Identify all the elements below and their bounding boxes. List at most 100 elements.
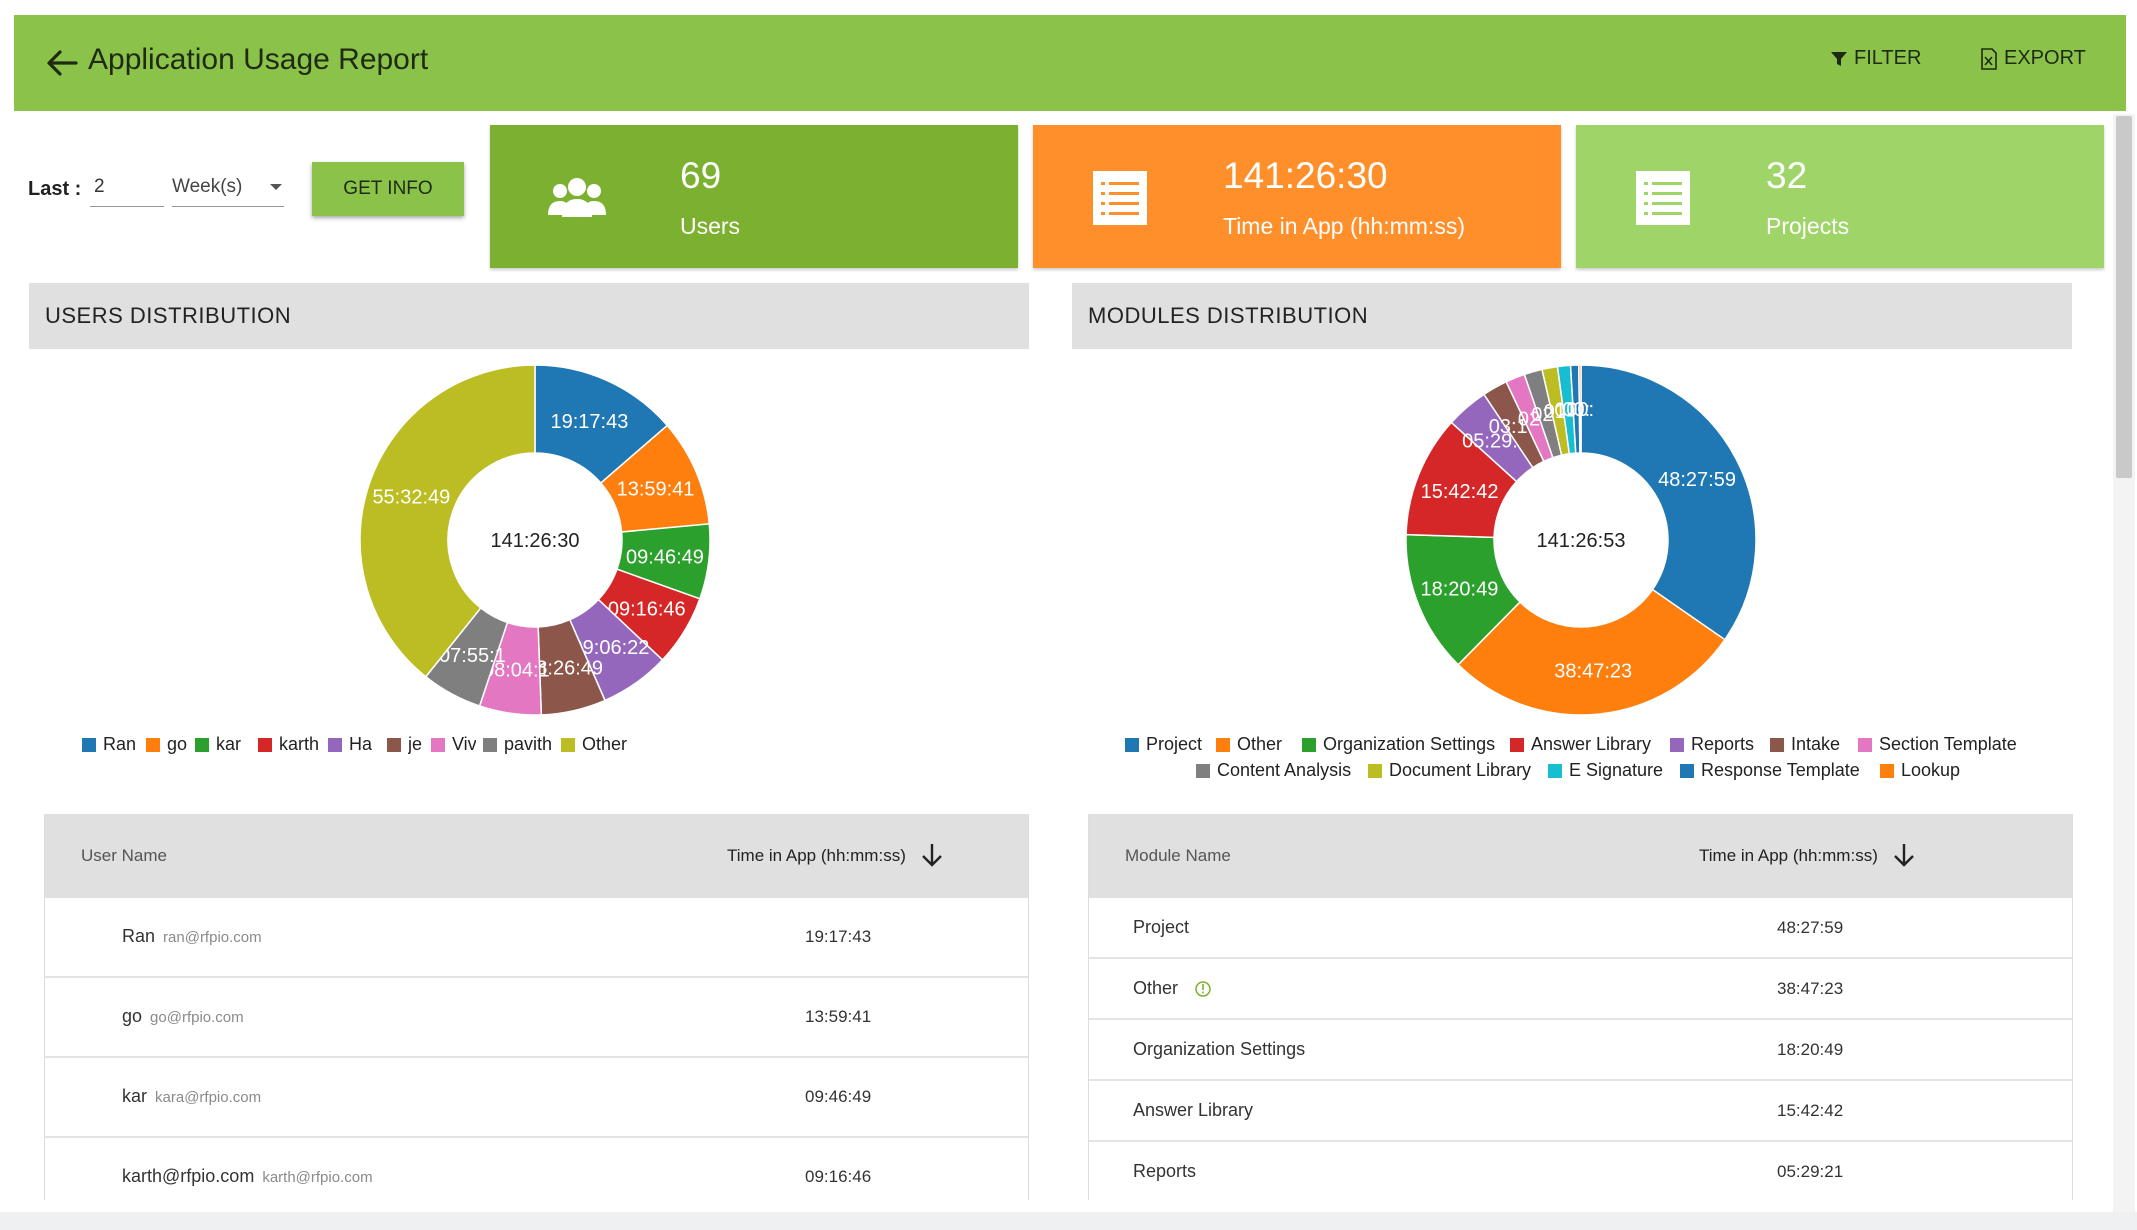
back-arrow-icon[interactable] [42,45,82,81]
legend-item[interactable]: je [387,734,424,755]
legend-label: Project [1146,734,1203,754]
table-row[interactable]: GO go go@rfpio.com 13:59:41 [45,978,1028,1058]
bottom-strip [0,1212,2137,1230]
time-in-app-label: Time in App (hh:mm:ss) [1223,213,1465,239]
legend-item[interactable]: Viv [431,734,476,755]
period-unit-select[interactable]: Week(s) [172,168,284,207]
dropdown-arrow-icon [270,184,282,190]
app-header: Application Usage Report FILTER EXPORT [14,15,2126,111]
legend-swatch [258,737,272,752]
legend-swatch [1510,737,1524,752]
donut-slice[interactable] [359,364,536,678]
legend-item[interactable]: E Signature [1548,760,1663,781]
donut-slice[interactable] [1578,364,1582,454]
modules-table: Module Name Time in App (hh:mm:ss) Proje… [1088,814,2073,1200]
avatar: RG [86,930,108,946]
user-email: karth@rfpio.com [262,1169,373,1186]
list-icon [1093,171,1147,225]
legend-label: Ha [349,734,373,754]
slice-data-label: 13:59:41 [617,479,695,501]
legend-swatch [1670,737,1684,752]
slice-data-label: 55:32:49 [372,487,450,509]
legend-item[interactable]: Ran [82,734,135,755]
legend-item[interactable]: Answer Library [1510,734,1651,755]
sort-desc-arrow-icon[interactable] [917,840,947,870]
legend-item[interactable]: pavith [483,734,552,755]
filter-icon [1831,51,1847,66]
legend-label: Organization Settings [1323,734,1496,754]
legend-item[interactable]: Other [1216,734,1282,755]
table-row[interactable]: Organization Settings 18:20:49 [1089,1020,2072,1081]
legend-swatch [146,737,160,752]
table-row[interactable]: KA karth@rfpio.com karth@rfpio.com 09:16:… [45,1138,1028,1200]
slice-data-label: 48:27:59 [1658,469,1736,491]
user-time: 13:59:41 [805,1007,872,1026]
legend-item[interactable]: Organization Settings [1302,734,1495,755]
user-time-column-header[interactable]: Time in App (hh:mm:ss) [727,846,906,865]
legend-swatch [483,737,497,752]
legend-swatch [1302,737,1316,752]
avatar: KA [86,1090,108,1106]
avatar: KA [86,1170,108,1186]
module-name: Project [1133,917,1190,937]
period-count-input[interactable] [90,168,164,207]
table-row[interactable]: RG Ran ran@rfpio.com 19:17:43 [45,898,1028,978]
export-button[interactable]: EXPORT [1980,47,2086,70]
module-time: 48:27:59 [1777,918,1844,937]
users-icon [548,178,606,217]
slice-data-label: 19:17:43 [551,411,629,433]
legend-item[interactable]: Lookup [1880,760,1960,781]
projects-count: 32 [1766,155,1808,196]
legend-label: Other [582,734,628,754]
legend-item[interactable]: Response Template [1680,760,1860,781]
filter-button[interactable]: FILTER [1830,47,1921,70]
filter-label: FILTER [1854,47,1922,69]
get-info-button[interactable]: GET INFO [312,162,464,216]
legend-item[interactable]: Content Analysis [1196,760,1351,781]
user-name-column-header: User Name [81,846,167,865]
table-row[interactable]: Answer Library 15:42:42 [1089,1081,2072,1142]
legend-label: Ran [103,734,135,754]
legend-item[interactable]: Reports [1670,734,1754,755]
info-icon[interactable] [1194,980,1212,998]
legend-swatch [82,737,96,752]
projects-count-label: Projects [1766,213,1850,239]
donut-slice[interactable] [1580,364,1757,641]
legend-item[interactable]: Document Library [1368,760,1531,781]
legend-item[interactable]: Section Template [1858,734,2017,755]
donut-center-total: 141:26:30 [491,530,580,552]
module-name: Reports [1133,1161,1197,1181]
legend-label: go [167,734,188,754]
legend-item[interactable]: kar [195,734,241,755]
legend-item[interactable]: Intake [1770,734,1840,755]
donut-slice[interactable] [1457,588,1726,716]
legend-swatch [1858,737,1872,752]
legend-item[interactable]: Ha [328,734,372,755]
legend-item[interactable]: Other [561,734,627,755]
users-count-label: Users [680,213,741,239]
last-label: Last : [28,178,82,200]
legend-item[interactable]: Project [1125,734,1202,755]
table-row[interactable]: Reports 05:29:21 [1089,1142,2072,1200]
table-row[interactable]: Project 48:27:59 [1089,898,2072,959]
legend-label: Intake [1791,734,1841,754]
table-row[interactable]: Other 38:47:23 [1089,959,2072,1020]
legend-item[interactable]: go [146,734,187,755]
legend-label: Viv [452,734,476,754]
legend-label: Content Analysis [1217,760,1352,780]
slice-data-label: 18:20:49 [1420,579,1498,601]
slice-data-label: 09:46:49 [626,546,704,568]
table-row[interactable]: KA kar kara@rfpio.com 09:46:49 [45,1058,1028,1138]
module-time-column-header[interactable]: Time in App (hh:mm:ss) [1699,846,1878,865]
legend-swatch [195,737,209,752]
scrollbar-thumb[interactable] [2116,116,2132,478]
sort-desc-arrow-icon[interactable] [1889,840,1919,870]
legend-item[interactable]: karth [258,734,319,755]
legend-label: Section Template [1879,734,2017,754]
legend-label: kar [216,734,242,754]
legend-label: Other [1237,734,1283,754]
legend-swatch [1548,763,1562,778]
legend-swatch [1368,763,1382,778]
modules-table-header: Module Name Time in App (hh:mm:ss) [1089,814,2072,898]
slice-data-label: 08:26:49 [525,658,603,680]
